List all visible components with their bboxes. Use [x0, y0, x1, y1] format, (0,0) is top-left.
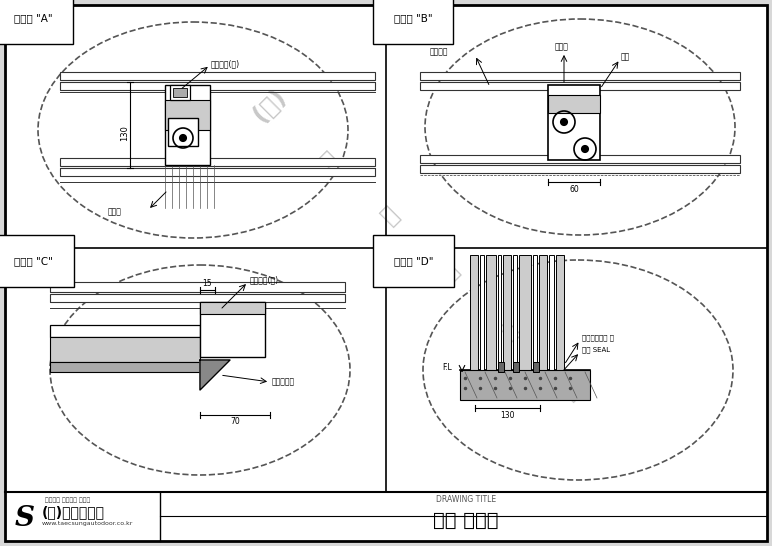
- Bar: [165, 100, 210, 130]
- Bar: [168, 118, 198, 146]
- Bar: [486, 255, 496, 370]
- Text: F.L: F.L: [442, 364, 452, 372]
- Bar: [173, 88, 187, 97]
- Text: 모헤어: 모헤어: [108, 207, 122, 217]
- Bar: [420, 165, 740, 173]
- Bar: [548, 85, 600, 160]
- Bar: [50, 362, 200, 372]
- Text: S: S: [15, 506, 35, 532]
- Bar: [470, 255, 478, 370]
- Bar: [420, 72, 740, 80]
- Bar: [50, 294, 345, 302]
- Bar: [498, 255, 501, 370]
- Circle shape: [180, 134, 187, 141]
- Circle shape: [560, 118, 567, 126]
- Text: 상세도 "A": 상세도 "A": [14, 13, 52, 23]
- Bar: [498, 362, 504, 372]
- Bar: [533, 255, 537, 370]
- Text: 성: 성: [377, 201, 404, 228]
- Bar: [533, 362, 539, 372]
- Bar: [50, 337, 200, 362]
- Text: (주): (주): [249, 84, 291, 126]
- Text: 상세도 "B": 상세도 "B": [394, 13, 432, 23]
- Bar: [460, 370, 590, 400]
- Text: www.taecsungautodoor.co.kr: www.taecsungautodoor.co.kr: [42, 521, 134, 526]
- Text: 대한민국 자동문의 자존심: 대한민국 자동문의 자존심: [45, 497, 90, 503]
- Text: 130: 130: [120, 125, 130, 141]
- Text: 상세도 "D": 상세도 "D": [394, 256, 434, 266]
- Text: 패닉 자동문: 패닉 자동문: [433, 511, 499, 530]
- Bar: [539, 255, 547, 370]
- Text: 15: 15: [202, 278, 212, 288]
- Bar: [480, 255, 484, 370]
- Bar: [556, 255, 564, 370]
- Text: 충격고무대: 충격고무대: [272, 377, 295, 387]
- Bar: [170, 85, 190, 100]
- Text: 60: 60: [569, 185, 579, 193]
- Text: 130: 130: [499, 411, 514, 419]
- Bar: [548, 95, 600, 113]
- Text: 자: 자: [557, 377, 584, 403]
- Text: 안전센서(빔): 안전센서(빔): [250, 276, 279, 284]
- Bar: [60, 72, 375, 80]
- Bar: [420, 82, 740, 90]
- Bar: [513, 362, 519, 372]
- Text: 동: 동: [496, 317, 523, 343]
- Bar: [513, 255, 517, 370]
- Bar: [200, 302, 265, 357]
- Text: 안전센서(빔): 안전센서(빔): [211, 60, 240, 68]
- Text: 하부레일: 하부레일: [430, 48, 449, 56]
- Text: 문: 문: [436, 257, 463, 283]
- Text: 70: 70: [230, 418, 240, 426]
- Text: 태: 태: [317, 146, 344, 174]
- Bar: [503, 255, 511, 370]
- Text: 상세도 "C": 상세도 "C": [14, 256, 52, 266]
- Text: 모헤어: 모헤어: [555, 43, 569, 51]
- Text: 하부 SEAL: 하부 SEAL: [582, 347, 610, 353]
- Bar: [420, 155, 740, 163]
- Bar: [50, 282, 345, 292]
- Text: DRAWING TITLE: DRAWING TITLE: [436, 496, 496, 505]
- Text: (주)태성자동문: (주)태성자동문: [42, 505, 105, 519]
- Bar: [549, 255, 554, 370]
- Bar: [60, 82, 375, 90]
- Bar: [60, 168, 375, 176]
- Text: 하부이탈방지 볼: 하부이탈방지 볼: [582, 335, 614, 341]
- Text: 꼬킴: 꼬킴: [621, 52, 630, 62]
- Polygon shape: [200, 360, 230, 390]
- Bar: [200, 302, 265, 314]
- Circle shape: [581, 145, 588, 152]
- Bar: [60, 158, 375, 166]
- Bar: [519, 255, 531, 370]
- Bar: [165, 85, 210, 165]
- Bar: [50, 325, 200, 337]
